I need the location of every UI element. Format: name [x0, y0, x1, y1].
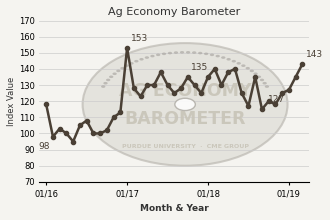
Circle shape [221, 56, 225, 59]
Circle shape [113, 72, 117, 75]
Title: Ag Economy Barometer: Ag Economy Barometer [108, 7, 241, 17]
Circle shape [106, 79, 110, 81]
Circle shape [120, 67, 125, 70]
Circle shape [215, 55, 220, 57]
Text: 143: 143 [306, 50, 323, 59]
Circle shape [116, 70, 120, 72]
Circle shape [226, 58, 231, 61]
Circle shape [262, 82, 267, 84]
Circle shape [204, 53, 208, 55]
Circle shape [246, 67, 250, 70]
Y-axis label: Index Value: Index Value [7, 77, 16, 126]
Circle shape [129, 62, 134, 65]
Circle shape [125, 64, 129, 67]
Circle shape [250, 70, 254, 72]
Text: 135: 135 [191, 63, 209, 72]
Circle shape [82, 43, 287, 166]
Text: 153: 153 [130, 34, 148, 43]
Circle shape [134, 60, 139, 62]
Circle shape [175, 98, 195, 110]
Circle shape [198, 52, 202, 54]
Circle shape [241, 64, 246, 67]
Circle shape [145, 56, 149, 59]
X-axis label: Month & Year: Month & Year [140, 204, 209, 213]
Circle shape [162, 53, 166, 55]
Circle shape [257, 75, 261, 78]
Circle shape [192, 51, 196, 54]
Text: BAROMETER: BAROMETER [124, 110, 246, 128]
Circle shape [150, 55, 155, 57]
Text: PURDUE UNIVERSITY  ·  CME GROUP: PURDUE UNIVERSITY · CME GROUP [121, 144, 248, 149]
Circle shape [210, 53, 214, 56]
Circle shape [180, 51, 184, 54]
Circle shape [109, 75, 114, 78]
Circle shape [156, 53, 160, 56]
Circle shape [253, 72, 258, 75]
Circle shape [237, 62, 241, 65]
Circle shape [168, 52, 172, 54]
Circle shape [101, 85, 105, 88]
Text: 98: 98 [38, 141, 50, 150]
Circle shape [265, 85, 269, 88]
Circle shape [232, 60, 236, 62]
Circle shape [186, 51, 190, 54]
Circle shape [139, 58, 144, 61]
Circle shape [260, 79, 264, 81]
Circle shape [103, 82, 108, 84]
Text: AG ECONOMY: AG ECONOMY [119, 82, 251, 101]
Circle shape [174, 51, 178, 54]
Text: 127: 127 [268, 95, 285, 104]
